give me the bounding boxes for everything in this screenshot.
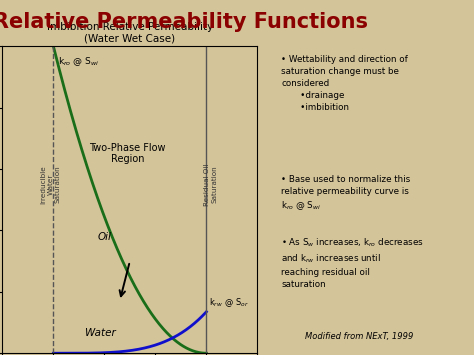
Text: Relative Permeability Functions: Relative Permeability Functions <box>0 12 368 32</box>
Text: • Wettability and direction of
saturation change must be
considered
       •drai: • Wettability and direction of saturatio… <box>282 55 408 111</box>
Text: Two-Phase Flow
Region: Two-Phase Flow Region <box>89 143 165 164</box>
Text: k$_{ro}$ @ S$_{wi}$: k$_{ro}$ @ S$_{wi}$ <box>58 55 100 68</box>
Text: Modified from NExT, 1999: Modified from NExT, 1999 <box>305 332 413 341</box>
Text: Oil: Oil <box>98 231 112 242</box>
Text: Irreducible
Water
Saturation: Irreducible Water Saturation <box>40 165 60 204</box>
Text: • Base used to normalize this
relative permeability curve is
k$_{ro}$ @ S$_{wi}$: • Base used to normalize this relative p… <box>282 175 410 212</box>
Text: Residual Oil
Saturation: Residual Oil Saturation <box>204 163 218 206</box>
Text: • As S$_w$ increases, k$_{ro}$ decreases
and k$_{rw}$ increases until
reaching r: • As S$_w$ increases, k$_{ro}$ decreases… <box>282 236 424 289</box>
Text: Water: Water <box>85 328 116 338</box>
Title: Imbibition Relative Permeability
(Water Wet Case): Imbibition Relative Permeability (Water … <box>47 22 213 44</box>
Text: k$_{rw}$ @ S$_{or}$: k$_{rw}$ @ S$_{or}$ <box>210 296 249 309</box>
